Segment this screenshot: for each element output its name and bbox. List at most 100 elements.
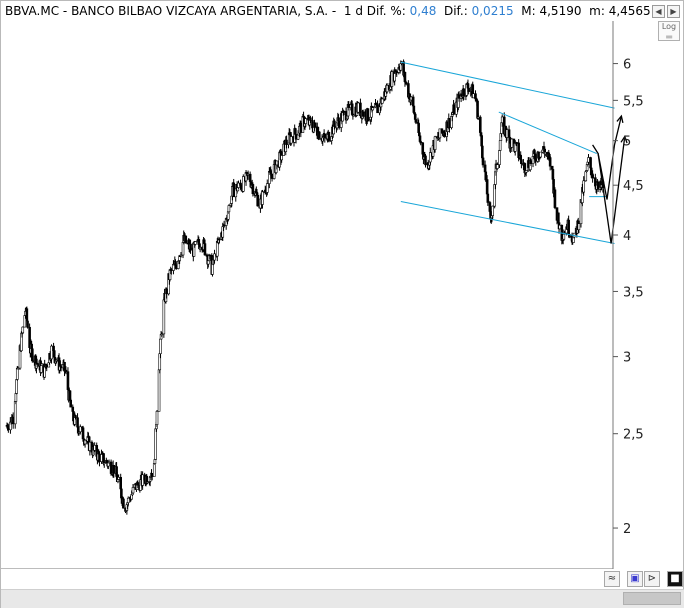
bar-body (584, 171, 588, 182)
bar-body (294, 134, 298, 140)
price-bar (162, 296, 166, 338)
channel-lower-line (400, 200, 615, 245)
price-bar (31, 347, 34, 363)
price-bar (64, 366, 68, 375)
bar-body (40, 363, 44, 366)
price-bar (50, 344, 53, 364)
bar-body (78, 426, 82, 433)
price-bar (462, 88, 466, 100)
close-square-icon[interactable]: ■ (667, 571, 683, 587)
price-bar (309, 115, 312, 124)
chevron-left-icon[interactable]: ◀ (652, 5, 665, 18)
bar-body (467, 87, 470, 92)
price-bar (189, 239, 192, 254)
price-bar (428, 147, 432, 165)
price-bar (438, 128, 442, 142)
bar-body (203, 243, 207, 256)
bottom-toolbar: ≈ ▣ ⊳ ■ (1, 569, 684, 609)
expand-icon[interactable]: ⊳ (644, 571, 660, 587)
bar-body (251, 184, 255, 195)
price-bar (520, 154, 523, 169)
bar-body (337, 121, 341, 128)
price-bar (150, 473, 154, 481)
save-icon[interactable]: ▣ (627, 571, 643, 587)
bar-body (7, 427, 10, 431)
bar-body (296, 134, 300, 140)
price-chart[interactable]: 22,533,544,555,5620212022 (1, 1, 684, 569)
y-tick-label: 5 (623, 135, 631, 150)
scrollbar-thumb[interactable] (623, 592, 681, 605)
price-bar (74, 414, 77, 420)
bar-body (544, 152, 547, 155)
bar-body (112, 464, 116, 474)
bar-body (146, 481, 149, 484)
bar-body (491, 205, 494, 216)
bar-body (39, 365, 43, 373)
bar-body (476, 116, 480, 119)
timeframe-text: 1 d (343, 4, 363, 18)
bar-body (122, 498, 125, 509)
bar-body (150, 473, 154, 477)
price-bar (119, 473, 122, 490)
price-bar (218, 237, 221, 244)
bar-body (136, 482, 140, 486)
bar-body (548, 157, 552, 167)
collapse-icon[interactable]: ≈ (604, 571, 620, 587)
bar-body (361, 111, 365, 117)
bar-body (424, 155, 427, 166)
price-bar (577, 221, 581, 234)
bar-body (433, 136, 437, 150)
bar-body (76, 417, 79, 428)
arrowhead (620, 134, 628, 144)
price-bar (157, 367, 161, 412)
bar-body (496, 164, 499, 169)
price-bar (16, 366, 20, 370)
price-bar (242, 174, 245, 193)
dif-pct-label: Dif. %: (366, 4, 406, 18)
bar-body (15, 379, 18, 394)
price-bar (136, 480, 140, 489)
bar-body (155, 411, 159, 425)
bar-body (98, 453, 101, 462)
bar-body (366, 108, 370, 122)
bar-body (184, 235, 188, 244)
price-bar (405, 82, 408, 86)
price-bar (371, 106, 375, 111)
chevron-right-icon[interactable]: ▶ (667, 5, 680, 18)
bar-body (50, 345, 53, 360)
bar-body (107, 461, 111, 464)
price-bar (539, 151, 542, 158)
bar-body (486, 193, 490, 203)
bar-body (13, 401, 17, 425)
bar-body (117, 477, 120, 480)
bar-body (52, 345, 55, 351)
bar-body (256, 194, 259, 207)
bar-body (83, 439, 87, 445)
bar-body (285, 139, 288, 145)
bar-body (498, 150, 501, 165)
bar-body (52, 350, 56, 358)
bar-body (198, 247, 202, 250)
bar-body (170, 269, 173, 271)
price-bar (194, 241, 197, 246)
y-tick-label: 4 (623, 229, 631, 244)
bar-body (120, 488, 123, 499)
bar-body (174, 264, 178, 269)
price-bar (433, 135, 437, 153)
bar-body (520, 159, 523, 165)
bar-body (381, 98, 384, 104)
bar-body (500, 116, 504, 124)
log-scale-button[interactable]: Log ▬ (658, 21, 680, 41)
log-button-sub: ▬ (665, 32, 673, 41)
bar-body (74, 415, 77, 419)
bar-body (448, 118, 451, 128)
bar-body (160, 333, 164, 336)
bar-body (480, 135, 483, 147)
bar-body (88, 441, 92, 451)
price-bar (83, 439, 87, 448)
bar-body (294, 128, 297, 135)
horizontal-scrollbar[interactable] (1, 589, 684, 608)
bar-body (93, 445, 96, 451)
price-bar (558, 224, 562, 230)
